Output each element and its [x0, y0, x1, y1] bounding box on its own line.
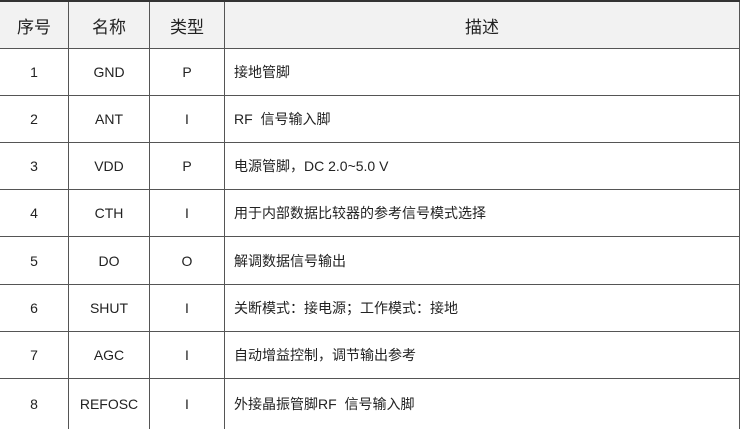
cell-index: 3: [0, 142, 69, 190]
cell-description: 解调数据信号输出: [224, 236, 740, 285]
cell-description: 接地管脚: [224, 48, 740, 96]
cell-type: I: [149, 189, 225, 237]
cell-name: CTH: [68, 189, 150, 237]
cell-description: 外接晶振管脚RF 信号输入脚: [224, 378, 740, 429]
header-row: 序号 名称 类型 描述: [0, 0, 740, 49]
cell-description: 电源管脚，DC 2.0~5.0 V: [224, 142, 740, 190]
cell-type: P: [149, 142, 225, 190]
cell-name: REFOSC: [68, 378, 150, 429]
cell-description: 关断模式：接电源；工作模式：接地: [224, 284, 740, 332]
cell-index: 1: [0, 48, 69, 96]
cell-index: 6: [0, 284, 69, 332]
header-type: 类型: [149, 0, 225, 49]
table-row: 6 SHUT I 关断模式：接电源；工作模式：接地: [0, 284, 740, 332]
table-row: 3 VDD P 电源管脚，DC 2.0~5.0 V: [0, 142, 740, 190]
table-row: 7 AGC I 自动增益控制，调节输出参考: [0, 331, 740, 379]
cell-name: ANT: [68, 95, 150, 143]
table-row: 2 ANT I RF 信号输入脚: [0, 95, 740, 143]
table-row: 5 DO O 解调数据信号输出: [0, 236, 740, 285]
cell-index: 5: [0, 236, 69, 285]
table-row: 8 REFOSC I 外接晶振管脚RF 信号输入脚: [0, 378, 740, 429]
cell-index: 4: [0, 189, 69, 237]
cell-type: I: [149, 331, 225, 379]
cell-type: P: [149, 48, 225, 96]
cell-type: I: [149, 95, 225, 143]
cell-name: DO: [68, 236, 150, 285]
cell-description: 用于内部数据比较器的参考信号模式选择: [224, 189, 740, 237]
cell-index: 8: [0, 378, 69, 429]
cell-description: 自动增益控制，调节输出参考: [224, 331, 740, 379]
cell-type: I: [149, 284, 225, 332]
cell-index: 7: [0, 331, 69, 379]
cell-name: VDD: [68, 142, 150, 190]
cell-name: GND: [68, 48, 150, 96]
header-name: 名称: [68, 0, 150, 49]
cell-index: 2: [0, 95, 69, 143]
cell-name: AGC: [68, 331, 150, 379]
header-index: 序号: [0, 0, 69, 49]
cell-type: I: [149, 378, 225, 429]
table-row: 4 CTH I 用于内部数据比较器的参考信号模式选择: [0, 189, 740, 237]
table-row: 1 GND P 接地管脚: [0, 48, 740, 96]
cell-description: RF 信号输入脚: [224, 95, 740, 143]
cell-type: O: [149, 236, 225, 285]
header-description: 描述: [224, 0, 740, 49]
cell-name: SHUT: [68, 284, 150, 332]
